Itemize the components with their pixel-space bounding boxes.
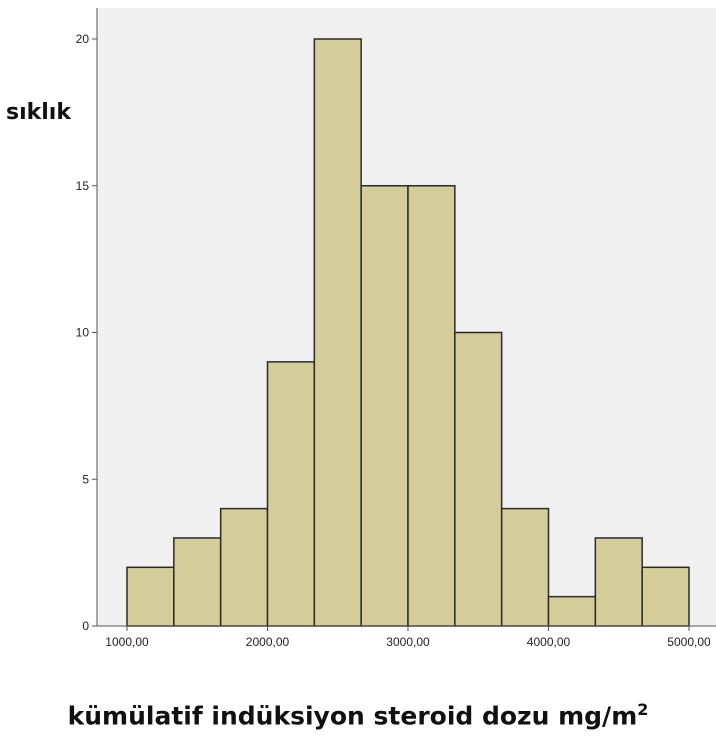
histogram-bar — [126, 566, 175, 627]
x-tick-label: 5000,00 — [667, 635, 711, 649]
histogram-bar — [594, 537, 643, 627]
histogram-bar — [641, 566, 690, 627]
axes-layer: 0 5 10 15 20 1000,00 2000,00 3000,00 4000,00 5000… — [76, 8, 716, 649]
y-tick-label: 0 — [82, 619, 89, 633]
histogram-bar — [219, 507, 269, 627]
histogram-bar — [313, 38, 362, 627]
y-axis-label: sıklık — [6, 100, 71, 125]
bars-layer — [126, 38, 690, 627]
y-tick-label: 10 — [76, 326, 90, 340]
histogram-bar — [266, 361, 316, 627]
histogram-bar — [454, 331, 503, 627]
histogram-bar — [407, 185, 456, 627]
histogram-bar — [500, 507, 550, 627]
x-axis-label-container: kümülatif indüksiyon steroid dozu mg/m2 — [0, 700, 716, 730]
x-tick-label: 4000,00 — [527, 635, 571, 649]
x-axis-label-exponent: 2 — [637, 700, 649, 719]
x-tick-label: 2000,00 — [246, 635, 290, 649]
y-tick-label: 20 — [76, 32, 90, 46]
histogram-bar — [360, 185, 409, 627]
y-tick-label: 5 — [82, 472, 89, 486]
histogram-bar — [173, 537, 222, 627]
x-tick-label: 1000,00 — [105, 635, 149, 649]
histogram-bar — [547, 595, 597, 627]
x-tick-label: 3000,00 — [386, 635, 430, 649]
x-axis-label: kümülatif indüksiyon steroid dozu mg/m — [67, 701, 638, 731]
y-tick-label: 15 — [76, 179, 90, 193]
